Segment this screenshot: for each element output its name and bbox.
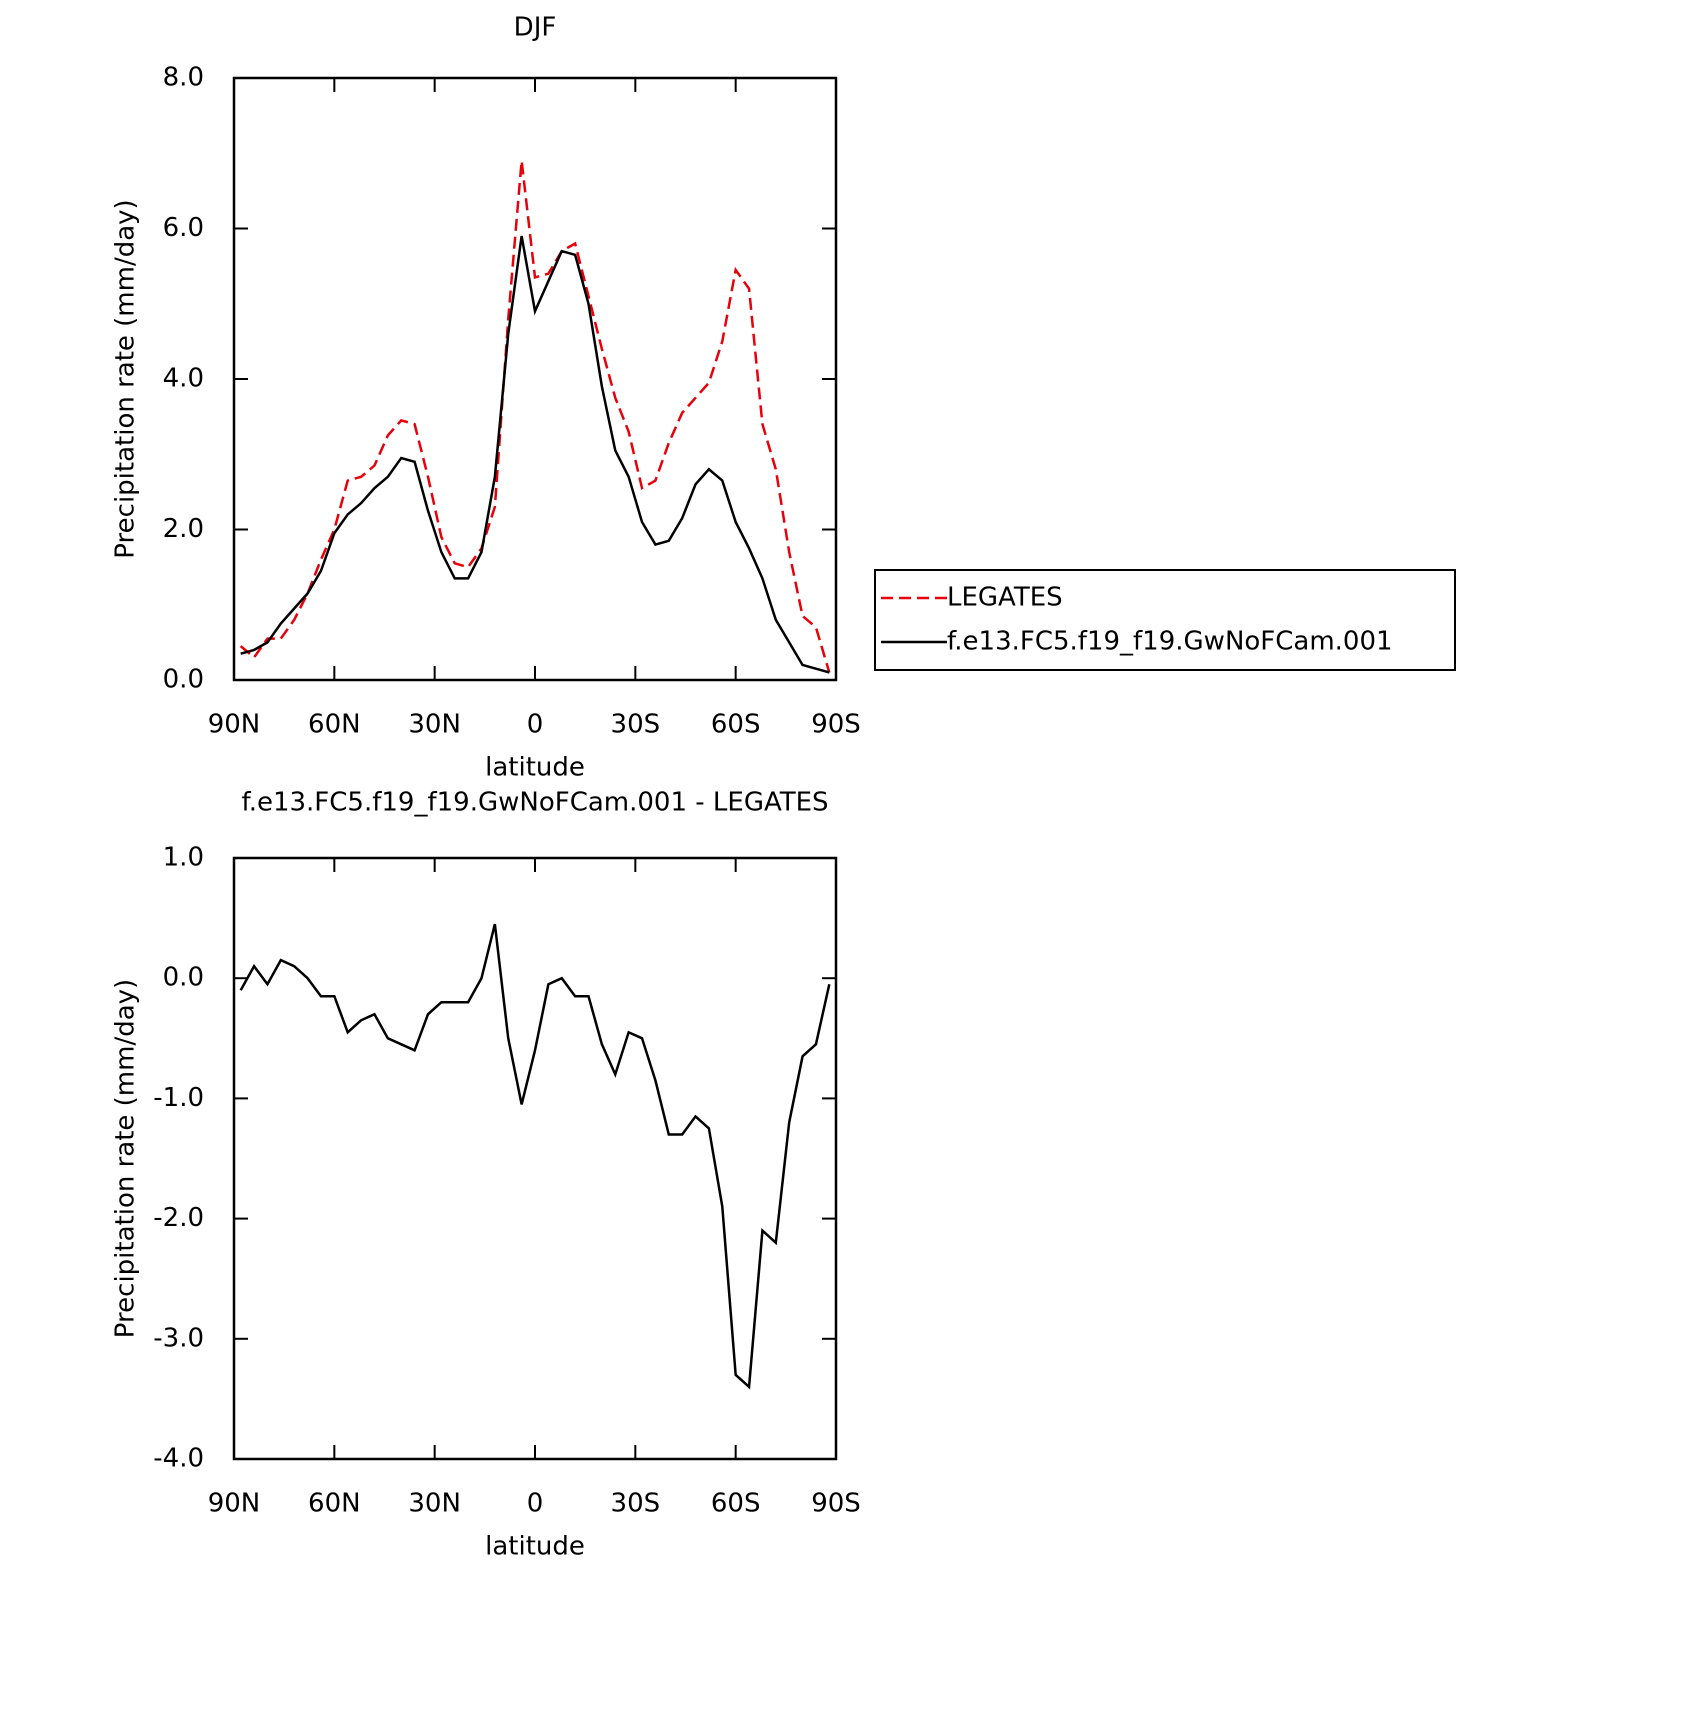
chart-title: f.e13.FC5.f19_f19.GwNoFCam.001 - LEGATES [241,788,828,818]
x-tick-label: 90N [208,1489,261,1519]
x-tick-label: 0 [527,1489,544,1519]
x-tick-label: 30N [408,710,461,740]
x-axis-label: latitude [485,1532,585,1562]
data-line [239,923,831,1390]
y-tick-label: -1.0 [153,1083,204,1113]
chart-title: DJF [514,13,557,43]
x-tick-label: 30S [611,1489,661,1519]
x-tick-label: 60N [308,1489,361,1519]
y-tick-label: 2.0 [163,514,204,544]
y-tick-label: 0.0 [163,963,204,993]
y-tick-label: -4.0 [153,1444,204,1474]
x-tick-label: 90S [811,710,861,740]
y-axis-label: Precipitation rate (mm/day) [111,979,141,1338]
x-tick-label: 60S [711,1489,761,1519]
y-tick-label: 1.0 [163,843,204,873]
legend-label: LEGATES [947,583,1063,613]
y-tick-label: -3.0 [153,1323,204,1353]
y-tick-label: -2.0 [153,1203,204,1233]
x-tick-label: 60N [308,710,361,740]
x-axis-label: latitude [485,753,585,783]
x-tick-label: 0 [527,710,544,740]
legend-box [874,569,1456,671]
y-tick-label: 8.0 [163,63,204,93]
y-tick-label: 0.0 [163,665,204,695]
x-tick-label: 30S [611,710,661,740]
y-axis-label: Precipitation rate (mm/day) [111,199,141,558]
plot-frame [232,76,838,682]
legend-label: f.e13.FC5.f19_f19.GwNoFCam.001 [947,627,1393,657]
y-tick-label: 4.0 [163,364,204,394]
x-tick-label: 90S [811,1489,861,1519]
x-tick-label: 90N [208,710,261,740]
x-tick-label: 60S [711,710,761,740]
y-tick-label: 6.0 [163,213,204,243]
data-line [240,235,830,674]
data-line [239,160,831,673]
x-tick-label: 30N [408,1489,461,1519]
plot-frame [232,856,838,1461]
